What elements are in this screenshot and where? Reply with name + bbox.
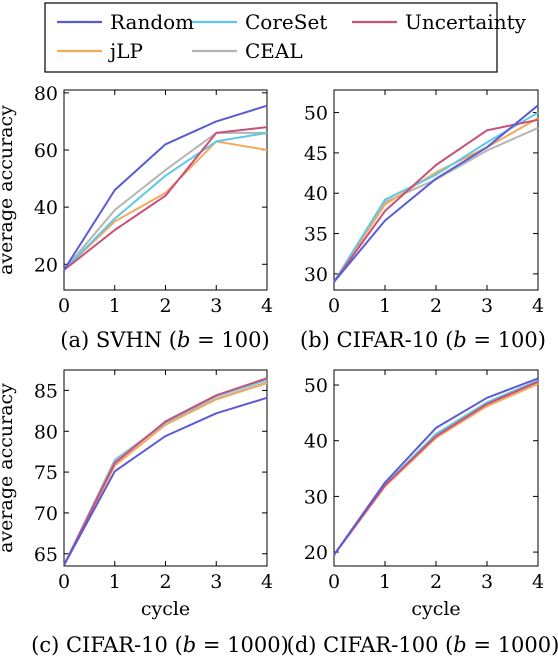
x-tick-label: 1 [109, 571, 121, 593]
series-line-random [333, 377, 539, 556]
x-tick-label: 2 [159, 295, 171, 317]
chart-panel-2: 0 1 2 3 4 65 70 75 80 85 average accuracy cycle (c) … [0, 369, 289, 656]
x-tick-label: 0 [58, 571, 70, 593]
legend: Random CoreSet Uncertainty jLP CEAL [44, 2, 527, 73]
y-tick-label: 50 [304, 103, 328, 125]
legend-label-4: CEAL [245, 39, 303, 63]
x-tick-label: 3 [481, 295, 493, 317]
series-line-random [333, 104, 539, 283]
y-tick-label: 85 [34, 380, 58, 402]
series-line-uncertainty [63, 126, 268, 271]
chart-panel-1: 0 1 2 3 4 30 35 40 45 50 (b) CIFAR-10 (b = 100) [300, 89, 546, 352]
x-tick-label: 3 [481, 571, 493, 593]
legend-box [44, 2, 498, 73]
panel-caption: (b) CIFAR-10 (b = 100) [300, 328, 546, 352]
y-tick-label: 40 [304, 431, 328, 453]
x-tick-label: 4 [261, 295, 273, 317]
legend-label-1: CoreSet [245, 10, 327, 34]
chart-panel-3: 0 1 2 3 4 20 30 40 50 cycle (d) CIFAR-100 (b = 100… [287, 369, 558, 656]
panel-caption: (c) CIFAR-10 (b = 1000) [31, 633, 289, 656]
plot-frame [63, 369, 268, 567]
panel-caption: (d) CIFAR-100 (b = 1000) [287, 633, 558, 656]
x-tick-label: 3 [210, 571, 222, 593]
series-line-ceal [63, 131, 267, 271]
x-tick-label: 2 [430, 295, 442, 317]
y-tick-label: 50 [304, 375, 328, 397]
y-tick-label: 60 [34, 140, 58, 162]
x-tick-label: 0 [328, 571, 340, 593]
x-tick-label: 0 [58, 295, 70, 317]
y-tick-label: 40 [34, 197, 58, 219]
y-tick-label: 75 [34, 462, 58, 484]
y-tick-label: 30 [304, 264, 328, 286]
x-axis-label: cycle [411, 598, 460, 620]
y-tick-label: 40 [304, 183, 328, 205]
x-tick-label: 1 [109, 295, 121, 317]
chart-panel-0: 0 1 2 3 4 20 40 60 80 average accuracy (a) SVHN (b… [0, 83, 273, 352]
series-line-random [63, 396, 268, 566]
plot-frame [63, 89, 268, 291]
y-axis-label: average accuracy [0, 383, 17, 553]
y-tick-label: 70 [34, 503, 58, 525]
series-line-ceal [333, 126, 539, 283]
y-tick-label: 20 [34, 254, 58, 276]
series-line-uncertainty [333, 380, 539, 556]
series-line-coreset [333, 379, 539, 556]
series-line-random [63, 104, 268, 271]
legend-label-0: Random [110, 10, 194, 34]
x-tick-label: 2 [159, 571, 171, 593]
x-tick-label: 1 [379, 571, 391, 593]
x-tick-label: 4 [261, 571, 273, 593]
y-tick-label: 80 [34, 421, 58, 443]
y-tick-label: 35 [304, 224, 328, 246]
y-axis-label: average accuracy [0, 105, 17, 275]
x-tick-label: 3 [210, 295, 222, 317]
series-line-coreset [63, 131, 268, 271]
plot-frame [333, 89, 539, 291]
x-tick-label: 0 [328, 295, 340, 317]
panel-caption: (a) SVHN (b = 100) [60, 328, 269, 352]
series-line-jlp [63, 382, 268, 566]
series-line-ceal [63, 381, 268, 566]
x-tick-label: 1 [379, 295, 391, 317]
y-tick-label: 30 [304, 486, 328, 508]
y-tick-label: 45 [304, 143, 328, 165]
x-tick-label: 2 [430, 571, 442, 593]
x-tick-label: 4 [532, 571, 544, 593]
y-tick-label: 80 [34, 83, 58, 105]
series-line-uncertainty [333, 118, 539, 283]
series-line-jlp [63, 140, 268, 271]
y-tick-label: 20 [304, 542, 328, 564]
legend-label-2: Uncertainty [405, 10, 527, 34]
series-line-coreset [333, 111, 539, 283]
y-tick-label: 65 [34, 544, 58, 566]
x-axis-label: cycle [141, 598, 190, 620]
series-line-ceal [333, 381, 539, 556]
x-tick-label: 4 [532, 295, 544, 317]
series-line-jlp [333, 117, 539, 283]
series-line-uncertainty [63, 377, 268, 566]
legend-label-3: jLP [108, 39, 143, 63]
series-line-jlp [333, 382, 539, 556]
plot-frame [333, 369, 539, 567]
